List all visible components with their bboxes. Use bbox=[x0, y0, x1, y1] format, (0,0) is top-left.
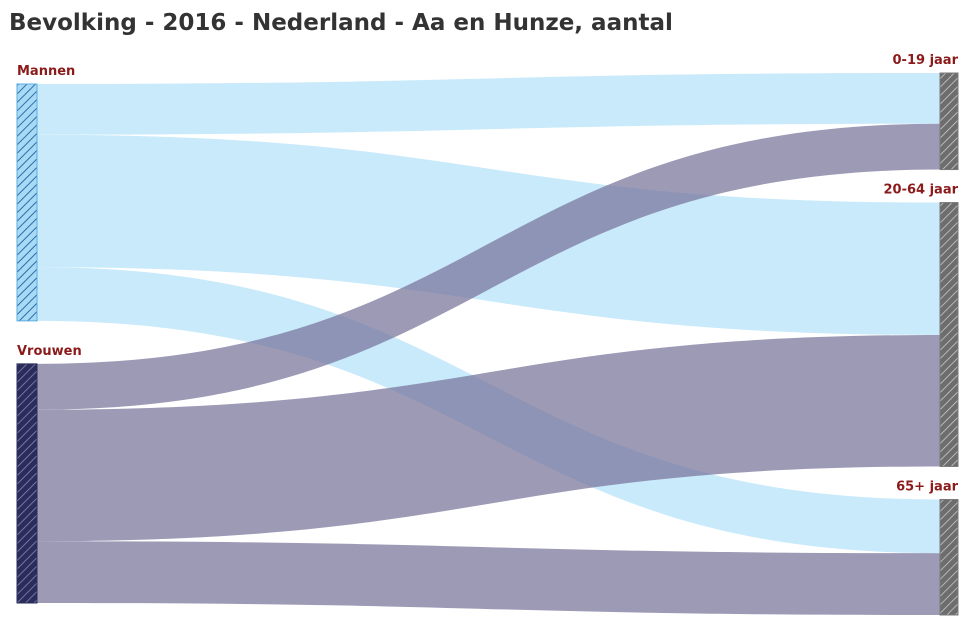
nodes: Mannen Vrouwen 0-19 jaar 20-64 jaar 65+ jaar bbox=[16, 53, 959, 616]
links bbox=[37, 73, 940, 615]
node-label: 0-19 jaar bbox=[893, 53, 959, 68]
node-label: 20-64 jaar bbox=[883, 183, 958, 198]
link bbox=[37, 123, 940, 410]
node bbox=[16, 83, 38, 322]
node-label: 65+ jaar bbox=[896, 479, 959, 494]
chart-title: Bevolking - 2016 - Nederland - Aa en Hun… bbox=[9, 10, 673, 36]
link bbox=[37, 541, 940, 615]
node bbox=[939, 498, 959, 616]
link bbox=[37, 334, 940, 542]
node-label: Mannen bbox=[17, 64, 75, 79]
node-label: Vrouwen bbox=[17, 344, 82, 359]
node bbox=[16, 363, 38, 604]
node bbox=[939, 202, 959, 467]
node bbox=[939, 72, 959, 171]
link bbox=[37, 73, 940, 135]
link bbox=[37, 134, 940, 335]
